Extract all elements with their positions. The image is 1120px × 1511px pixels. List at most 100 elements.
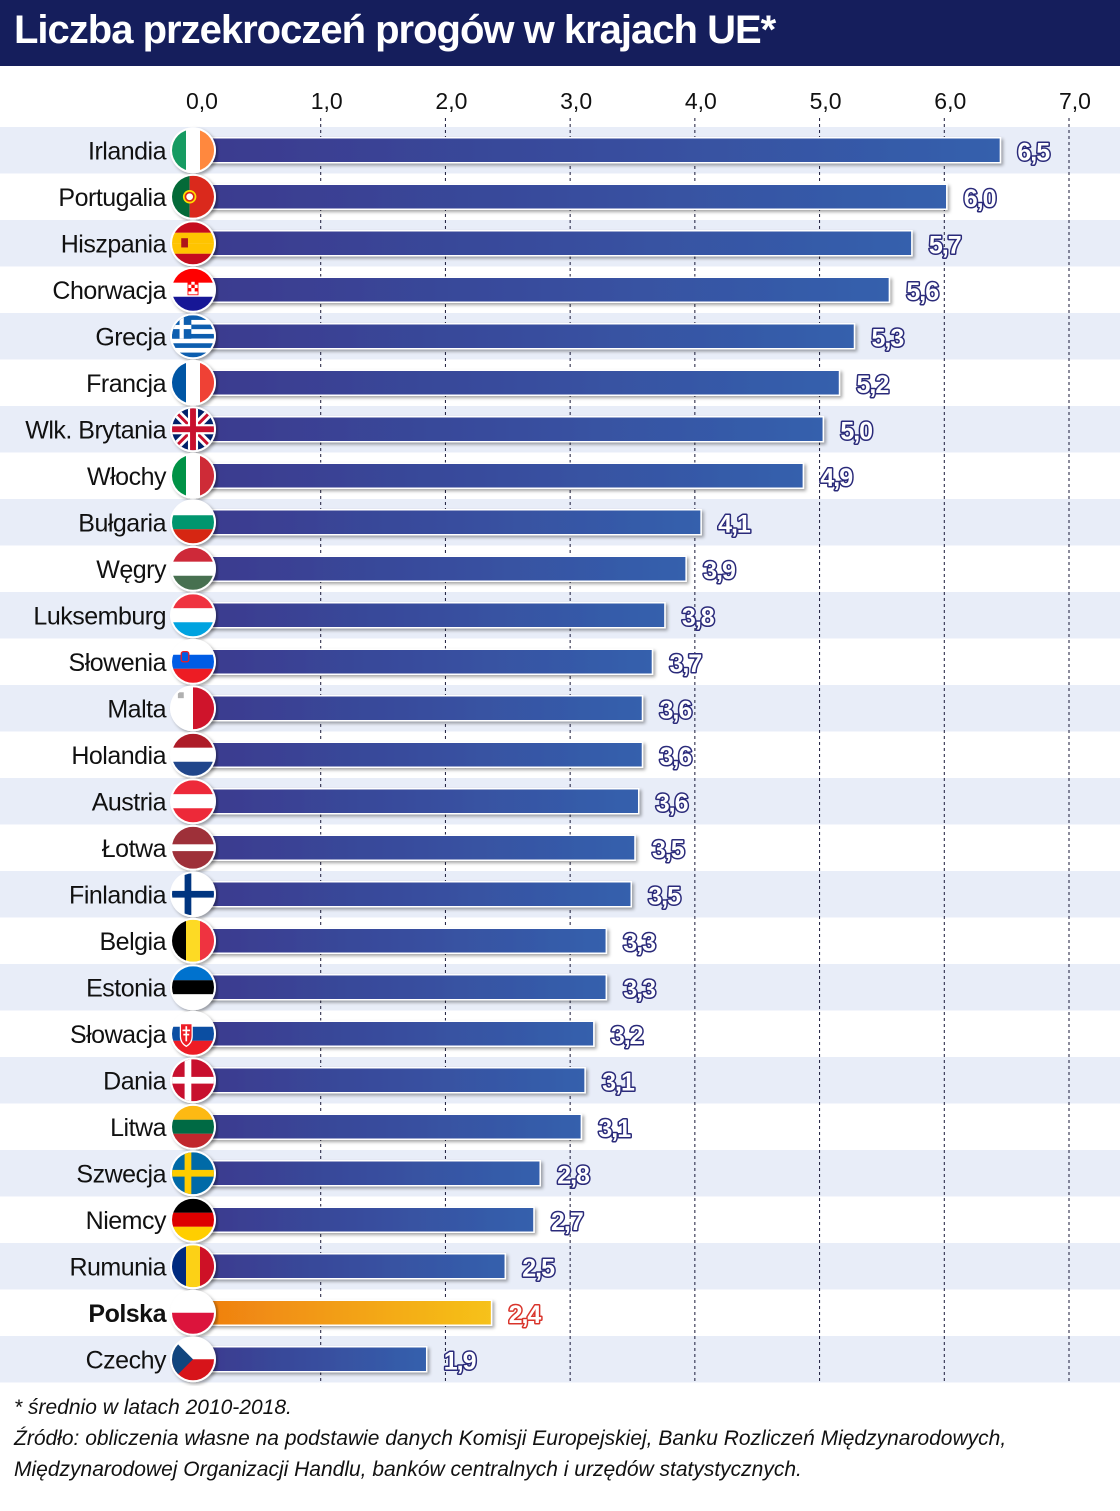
finland-flag-icon xyxy=(170,871,216,918)
value-label: 3,2 xyxy=(611,1022,643,1050)
bulgaria-flag-icon xyxy=(170,499,216,546)
bar xyxy=(195,230,913,257)
source-line-2: Międzynarodowej Organizacji Handlu, bank… xyxy=(14,1458,802,1481)
category-label: Łotwa xyxy=(102,835,167,863)
chart-notes: * średnio w latach 2010-2018. Źródło: ob… xyxy=(14,1392,1114,1485)
source-line-1: Źródło: obliczenia własne na podstawie d… xyxy=(14,1427,1007,1450)
spain-flag-icon xyxy=(170,220,216,267)
category-label: Hiszpania xyxy=(61,230,167,258)
italy-flag-icon xyxy=(170,452,216,499)
ireland-flag-icon xyxy=(170,127,216,174)
value-label: 3,1 xyxy=(602,1068,635,1096)
category-label: Węgry xyxy=(96,556,167,584)
category-label: Rumunia xyxy=(69,1253,166,1281)
value-label: 2,4 xyxy=(509,1301,542,1329)
x-tick-label: 2,0 xyxy=(435,88,467,114)
value-label: 3,8 xyxy=(682,603,715,631)
value-label: 3,5 xyxy=(648,882,681,910)
x-tick-label: 1,0 xyxy=(311,88,343,114)
bar xyxy=(195,695,644,722)
category-label: Niemcy xyxy=(86,1207,167,1235)
value-label: 5,6 xyxy=(906,278,938,306)
value-label: 2,5 xyxy=(522,1254,555,1282)
category-label: Irlandia xyxy=(88,137,167,165)
croatia-flag-icon xyxy=(170,266,216,313)
bar xyxy=(195,648,654,675)
romania-flag-icon xyxy=(170,1243,216,1290)
germany-flag-icon xyxy=(170,1196,216,1243)
x-tick-label: 3,0 xyxy=(560,88,592,114)
belgium-flag-icon xyxy=(170,917,216,964)
header-bar: Liczba przekroczeń progów w krajach UE* xyxy=(0,0,1120,66)
value-label: 3,3 xyxy=(623,975,655,1003)
bar xyxy=(195,602,666,629)
value-label: 3,3 xyxy=(623,929,655,957)
bar xyxy=(195,369,841,396)
value-label: 3,5 xyxy=(652,836,685,864)
category-label: Estonia xyxy=(86,974,166,1002)
category-label: Polska xyxy=(88,1300,167,1328)
value-label: 2,7 xyxy=(551,1208,583,1236)
luxembourg-flag-icon xyxy=(170,592,216,639)
x-tick-label: 4,0 xyxy=(685,88,717,114)
bar xyxy=(195,1299,493,1326)
lithuania-flag-icon xyxy=(170,1103,216,1150)
bar xyxy=(195,183,948,210)
czechia-flag-icon xyxy=(170,1336,216,1383)
bar xyxy=(195,974,608,1001)
value-label: 5,0 xyxy=(840,417,872,445)
category-label: Francja xyxy=(86,370,166,398)
greece-flag-icon xyxy=(170,313,216,360)
malta-flag-icon xyxy=(170,685,216,732)
bar xyxy=(195,834,636,861)
value-label: 3,7 xyxy=(669,650,701,678)
bar xyxy=(195,1206,535,1233)
category-label: Dania xyxy=(103,1067,166,1095)
bar xyxy=(195,416,825,443)
bar xyxy=(195,788,640,815)
bar xyxy=(195,927,608,954)
sweden-flag-icon xyxy=(170,1150,216,1197)
category-label: Grecja xyxy=(95,323,166,351)
category-label: Słowacja xyxy=(70,1021,167,1049)
value-label: 2,8 xyxy=(557,1161,590,1189)
category-label: Słowenia xyxy=(69,649,167,677)
row-band xyxy=(0,1336,1120,1383)
value-label: 5,3 xyxy=(871,324,903,352)
bar xyxy=(195,741,644,768)
value-label: 5,7 xyxy=(929,231,961,259)
value-label: 4,9 xyxy=(820,464,852,492)
chart-title: Liczba przekroczeń progów w krajach UE* xyxy=(14,8,776,52)
category-label: Chorwacja xyxy=(52,277,166,305)
bar xyxy=(195,323,856,350)
category-label: Szwecja xyxy=(76,1160,166,1188)
latvia-flag-icon xyxy=(170,824,216,871)
poland-flag-icon xyxy=(170,1289,216,1336)
category-label: Malta xyxy=(107,695,166,723)
slovakia-flag-icon xyxy=(170,1010,216,1057)
value-label: 4,1 xyxy=(718,510,751,538)
uk-flag-icon xyxy=(170,406,216,453)
slovenia-flag-icon xyxy=(170,638,216,685)
x-tick-label: 7,0 xyxy=(1059,88,1091,114)
bar xyxy=(195,1067,586,1094)
category-label: Luksemburg xyxy=(33,602,166,630)
value-label: 5,2 xyxy=(857,371,889,399)
category-label: Bułgaria xyxy=(78,509,166,537)
category-label: Belgia xyxy=(100,928,167,956)
bar xyxy=(195,1253,507,1280)
bar xyxy=(195,555,687,582)
netherlands-flag-icon xyxy=(170,731,216,778)
value-label: 3,6 xyxy=(656,789,688,817)
value-label: 3,6 xyxy=(659,696,691,724)
category-label: Włochy xyxy=(87,463,167,491)
bar-chart: 0,0 1,0 2,0 3,0 4,0 5,0 6,0 7,0 Irlandia 6,5 Portu… xyxy=(0,88,1120,1383)
category-label: Litwa xyxy=(110,1114,166,1142)
category-label: Portugalia xyxy=(58,184,166,212)
category-label: Czechy xyxy=(86,1346,167,1374)
footnote: * średnio w latach 2010-2018. xyxy=(14,1396,292,1419)
austria-flag-icon xyxy=(170,778,216,825)
bar xyxy=(195,1160,541,1187)
value-label: 3,1 xyxy=(598,1115,631,1143)
bar xyxy=(195,1113,583,1140)
